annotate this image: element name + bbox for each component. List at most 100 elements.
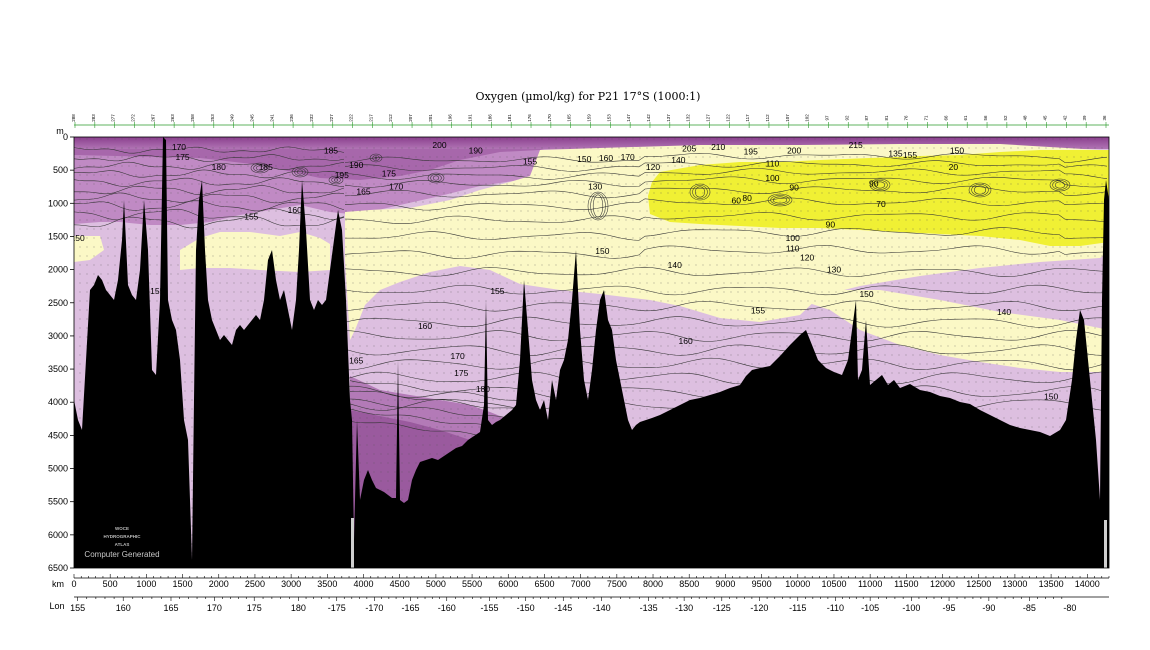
- contour-eddy: [968, 182, 992, 198]
- contour-label: 170: [172, 142, 186, 152]
- station-label: 76: [904, 115, 909, 121]
- contour-label: 150: [950, 145, 964, 155]
- distance-tick-label: 2500: [245, 579, 265, 589]
- contour-line: [344, 185, 1108, 199]
- contour-line: [349, 391, 521, 410]
- longitude-tick-label: 170: [207, 603, 222, 613]
- contour-line: [74, 146, 345, 154]
- contour-eddy: [369, 153, 383, 163]
- contour-eddy: [767, 193, 793, 207]
- contour-label: 195: [335, 170, 349, 180]
- station-label: 107: [785, 114, 790, 122]
- distance-tick-label: 10500: [821, 579, 846, 589]
- station-label: 122: [725, 114, 730, 122]
- longitude-tick-label: 175: [247, 603, 262, 613]
- station-label: 236: [289, 114, 294, 122]
- contour-label: 155: [523, 157, 537, 167]
- station-label: 217: [368, 114, 373, 122]
- station-label: 132: [686, 114, 691, 122]
- depth-tick-label: 2000: [48, 265, 68, 275]
- station-label: 258: [190, 114, 195, 122]
- longitude-tick-label: -160: [438, 603, 456, 613]
- station-label: 48: [1023, 115, 1028, 121]
- contour-label: 70: [876, 199, 886, 209]
- contour-line: [74, 200, 345, 212]
- longitude-tick-label: -140: [593, 603, 611, 613]
- chart-title: Oxygen (µmol/kg) for P21 17°S (1000:1): [476, 90, 701, 103]
- contour-label: 190: [349, 160, 363, 170]
- distance-tick-label: 4000: [353, 579, 373, 589]
- atlas-credit: WOCE HYDROGRAPHIC ATLAS Computer Generat…: [84, 526, 159, 559]
- depth-unit-label: m: [56, 126, 64, 136]
- contour-line: [74, 177, 345, 187]
- contour-eddy: [372, 155, 380, 161]
- contour-eddy: [874, 181, 886, 189]
- station-label: 112: [765, 114, 770, 122]
- credit-line-3: ATLAS: [115, 542, 130, 547]
- distance-tick-label: 6500: [534, 579, 554, 589]
- contour-label: 215: [849, 140, 863, 150]
- contour-label: 170: [621, 152, 635, 162]
- contour-eddy: [772, 196, 788, 204]
- distance-tick-label: 11000: [858, 579, 882, 589]
- longitude-tick-label: 155: [70, 603, 85, 613]
- contour-label: 110: [766, 159, 780, 169]
- contour-eddy: [689, 183, 711, 201]
- station-label: 142: [646, 114, 651, 122]
- contour-label: 200: [432, 140, 446, 150]
- contour-label: 180: [212, 162, 226, 172]
- contour-eddy: [973, 185, 987, 195]
- station-label: 66: [943, 115, 948, 121]
- contour-eddy: [869, 178, 891, 192]
- contour-label: 175: [382, 168, 396, 178]
- credit-line-1: WOCE: [115, 526, 129, 531]
- contour-eddy: [1054, 181, 1066, 189]
- distance-tick-label: 8000: [643, 579, 663, 589]
- station-label: 61: [963, 115, 968, 121]
- contour-eddy: [590, 193, 606, 219]
- contour-label: 170: [389, 182, 403, 192]
- contour-eddy: [587, 191, 609, 221]
- depth-tick-label: 500: [53, 165, 68, 175]
- distance-tick-label: 13500: [1039, 579, 1064, 589]
- longitude-tick-label: -100: [902, 603, 920, 613]
- station-label: 212: [388, 114, 393, 122]
- contour-label: 100: [786, 233, 800, 243]
- contour-label: 100: [765, 173, 779, 183]
- contour-eddy: [692, 185, 708, 199]
- contour-label: 150: [1044, 391, 1058, 401]
- distance-tick-label: 0: [71, 579, 76, 589]
- station-label: 272: [130, 114, 135, 122]
- depth-tick-label: 0: [63, 132, 68, 142]
- contour-label: 140: [997, 307, 1011, 317]
- contour-line: [344, 316, 1108, 328]
- station-label: 45: [1043, 115, 1048, 121]
- longitude-tick-label: -135: [640, 603, 658, 613]
- contour-line: [344, 357, 1108, 371]
- contour-line: [344, 245, 1108, 259]
- contour-label: 200: [787, 145, 801, 155]
- seafloor-bathymetry: [74, 137, 1109, 568]
- credit-main: Computer Generated: [84, 550, 159, 559]
- station-label: 92: [844, 115, 849, 121]
- contour-line: [344, 300, 1108, 312]
- distance-tick-label: 9500: [752, 579, 772, 589]
- contour-label: 155: [903, 150, 917, 160]
- depth-tick-label: 5000: [48, 464, 68, 474]
- contour-label: 185: [259, 162, 273, 172]
- distance-tick-label: 10000: [785, 579, 810, 589]
- distance-unit-label: km: [52, 579, 64, 589]
- distance-tick-label: 4500: [390, 579, 410, 589]
- depth-tick-label: 6500: [48, 563, 68, 573]
- contour-label: 160: [418, 321, 432, 331]
- distance-tick-label: 13000: [1002, 579, 1027, 589]
- contour-eddy: [1049, 178, 1071, 192]
- contour-label: 90: [789, 182, 799, 192]
- contour-line: [344, 284, 1108, 296]
- depth-tick-label: 4000: [48, 397, 68, 407]
- contour-label: 160: [678, 336, 692, 346]
- contour-label: 150: [577, 154, 591, 164]
- distance-axis: 0 500 1000 1500 2000 2500 3000 3500 4000 4500 5000…: [71, 574, 1110, 589]
